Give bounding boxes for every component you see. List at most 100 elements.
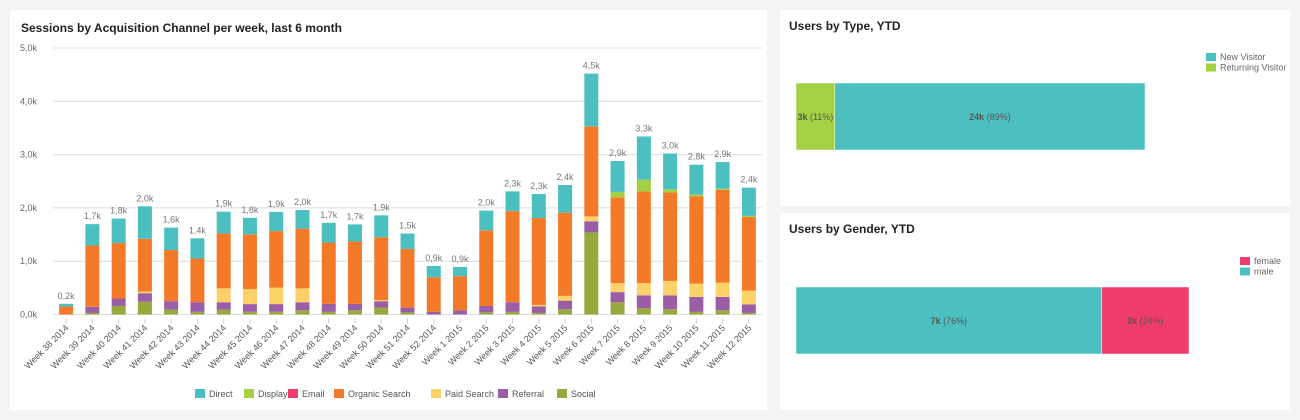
bar-segment-organic-search bbox=[269, 231, 284, 288]
bar-segment-referral bbox=[715, 296, 730, 311]
legend-label: female bbox=[1254, 256, 1281, 266]
bar-segment-organic-search bbox=[374, 237, 389, 301]
bar-total-label: 2,9k bbox=[714, 149, 732, 159]
bar-segment-social bbox=[479, 312, 494, 315]
bar-total-label: 1,7k bbox=[320, 210, 338, 220]
legend-swatch bbox=[244, 389, 254, 398]
bar-segment-referral bbox=[400, 307, 415, 313]
bar-segment-direct bbox=[479, 210, 494, 231]
bar-segment-organic-search bbox=[164, 250, 179, 302]
bar-total-label: 1,6k bbox=[163, 215, 181, 225]
x-tick-label: Week 38 2014 bbox=[23, 323, 71, 371]
bar-segment-paid-search bbox=[137, 291, 152, 294]
legend-swatch bbox=[431, 389, 441, 398]
bar-total-label: 2,0k bbox=[136, 193, 154, 203]
bar-segment-organic-search bbox=[663, 192, 678, 281]
bar-segment-direct bbox=[85, 224, 100, 246]
y-tick-label: 0,0k bbox=[20, 310, 38, 320]
bar-total-label: 2,4k bbox=[740, 175, 758, 185]
legend-label: Direct bbox=[209, 389, 233, 399]
bar-segment-organic-search bbox=[453, 276, 468, 311]
bar-segment-organic-search bbox=[242, 234, 257, 290]
bar-segment-direct bbox=[111, 218, 126, 244]
bar-segment-referral bbox=[137, 293, 152, 302]
bar-segment-display bbox=[715, 188, 730, 190]
bar-total-label: 0,9k bbox=[452, 254, 470, 264]
bar-segment-referral bbox=[689, 296, 704, 312]
bar-segment-social bbox=[269, 311, 284, 315]
bar-total-label: 2,4k bbox=[557, 172, 575, 182]
bar-total-label: 3,3k bbox=[635, 123, 653, 133]
legend-label: Referral bbox=[512, 389, 544, 399]
bar-segment-referral bbox=[505, 302, 520, 312]
bar-segment-referral bbox=[610, 292, 625, 303]
bar-total-label: 2,0k bbox=[478, 198, 496, 208]
bar-segment-social bbox=[505, 311, 520, 315]
bar-segment-social bbox=[137, 301, 152, 315]
legend-swatch bbox=[1240, 257, 1250, 265]
bar-total-label: 2,9k bbox=[609, 148, 627, 158]
bar-segment-direct bbox=[190, 238, 205, 259]
bar-segment-referral bbox=[374, 301, 389, 308]
y-tick-label: 3,0k bbox=[20, 150, 38, 160]
bar-total-label: 1,9k bbox=[215, 199, 233, 209]
bar-segment-social bbox=[190, 311, 205, 315]
legend-swatch bbox=[557, 389, 567, 398]
bar-segment-display bbox=[663, 189, 678, 193]
bar-segment-referral bbox=[216, 302, 231, 310]
legend-swatch bbox=[288, 389, 298, 398]
bar-segment-organic-search bbox=[584, 126, 599, 217]
bar-segment-organic-search bbox=[347, 241, 362, 304]
bar-segment-new-visitor bbox=[834, 82, 1146, 151]
bar-segment-direct bbox=[242, 217, 257, 235]
bar-segment-organic-search bbox=[558, 212, 573, 296]
bar-segment-female bbox=[1101, 286, 1190, 355]
bar-segment-organic-search bbox=[216, 233, 231, 289]
bar-total-label: 2,8k bbox=[688, 152, 706, 162]
legend-label: Returning Visitor bbox=[1220, 63, 1286, 73]
bar-segment-paid-search bbox=[295, 288, 310, 303]
bar-segment-paid-search bbox=[584, 216, 599, 222]
legend-swatch bbox=[1240, 267, 1250, 276]
bar-segment-social bbox=[715, 310, 730, 315]
bar-segment-social bbox=[295, 310, 310, 315]
bar-segment-referral bbox=[663, 295, 678, 310]
bar-segment-referral bbox=[558, 300, 573, 310]
bar-segment-direct bbox=[137, 206, 152, 239]
bar-segment-paid-search bbox=[531, 304, 546, 307]
bar-segment-organic-search bbox=[505, 211, 520, 303]
bar-segment-paid-search bbox=[741, 290, 756, 305]
bar-segment-social bbox=[85, 312, 100, 315]
y-tick-label: 2,0k bbox=[20, 203, 38, 213]
bar-segment-referral bbox=[426, 311, 441, 315]
legend-label: Display bbox=[258, 389, 288, 399]
bar-segment-referral bbox=[321, 303, 336, 312]
legend-label: Organic Search bbox=[348, 389, 411, 399]
bar-segment-referral bbox=[269, 304, 284, 312]
bar-segment-direct bbox=[505, 191, 520, 212]
bar-total-label: 1,8k bbox=[110, 206, 128, 216]
bar-segment-referral bbox=[479, 305, 494, 313]
bar-segment-paid-search bbox=[269, 287, 284, 305]
legend-swatch bbox=[1206, 53, 1216, 61]
bar-total-label: 1,8k bbox=[241, 205, 259, 215]
bar-total-label: 1,7k bbox=[346, 211, 364, 221]
bar-total-label: 1,9k bbox=[373, 202, 391, 212]
bar-segment-direct bbox=[689, 164, 704, 195]
bar-segment-male bbox=[795, 286, 1102, 355]
bar-segment-paid-search bbox=[374, 300, 389, 302]
bar-value-label: 3k (11%) bbox=[797, 112, 833, 122]
bar-segment-organic-search bbox=[400, 248, 415, 308]
bar-segment-direct bbox=[453, 267, 468, 277]
bar-segment-direct bbox=[216, 211, 231, 234]
bar-segment-referral bbox=[636, 295, 651, 309]
bar-segment-direct bbox=[715, 162, 730, 189]
bar-total-label: 2,0k bbox=[294, 197, 312, 207]
bar-segment-organic-search bbox=[59, 306, 74, 315]
bar-segment-direct bbox=[347, 224, 362, 242]
bar-segment-social bbox=[400, 312, 415, 315]
bar-value-label: 7k (76%) bbox=[931, 316, 968, 326]
bar-segment-referral bbox=[190, 302, 205, 312]
bar-total-label: 4,5k bbox=[583, 61, 601, 71]
